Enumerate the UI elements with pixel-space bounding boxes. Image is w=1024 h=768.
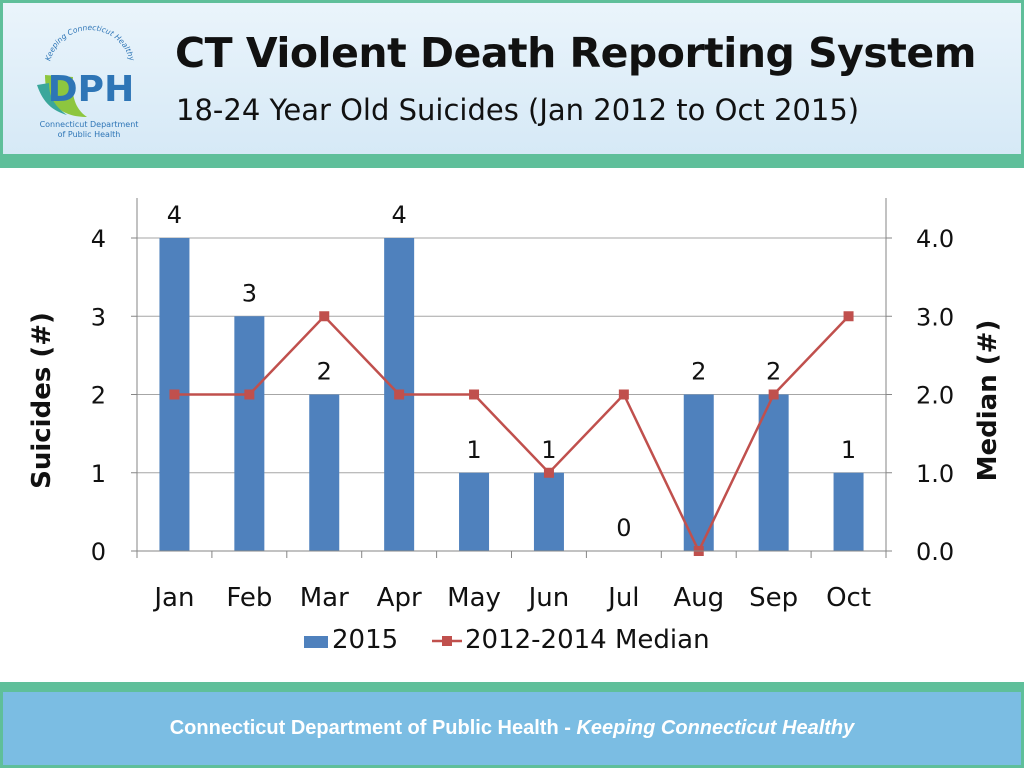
median-point (843, 311, 854, 322)
bar-data-label: 2 (766, 358, 781, 386)
median-point (244, 389, 255, 400)
x-tick-label: May (447, 583, 501, 613)
x-tick-label: Jun (527, 583, 570, 613)
x-tick-label: Sep (749, 583, 798, 613)
bar (833, 472, 864, 551)
page-subtitle: 18-24 Year Old Suicides (Jan 2012 to Oct… (176, 93, 860, 127)
bar-data-label: 3 (242, 279, 257, 307)
logo-name-line2: of Public Health (58, 130, 121, 139)
legend-label-bars: 2015 (332, 625, 398, 655)
bar-data-label: 0 (616, 514, 631, 542)
median-point (618, 389, 629, 400)
footer-text: Connecticut Department of Public Health … (170, 717, 855, 740)
y-tick-label: 2 (91, 382, 106, 410)
bar-data-label: 2 (691, 358, 706, 386)
chart: 0 1 2 3 4 0.0 1.0 2.0 3.0 4.0 Jan Feb Mar Apr May Jun Ju… (0, 168, 1024, 680)
bar (309, 394, 340, 551)
x-tick-label: Oct (826, 583, 871, 613)
y-tick-label: 0 (91, 538, 106, 566)
median-point (469, 389, 480, 400)
x-tick-label: Jan (152, 583, 194, 613)
median-point (394, 389, 405, 400)
median-point (319, 311, 330, 322)
bar (533, 472, 564, 551)
y-tick-label: 1 (91, 460, 106, 488)
legend-marker-line (442, 636, 452, 646)
y2-tick-label: 4.0 (916, 225, 954, 253)
y2-axis-title: Median (#) (973, 320, 1003, 482)
legend-label-line: 2012-2014 Median (465, 625, 710, 655)
header-divider (0, 154, 1024, 168)
x-tick-label: Feb (226, 583, 272, 613)
bar (459, 472, 490, 551)
bar-data-label: 4 (167, 201, 182, 229)
footer-separator: - (558, 717, 577, 739)
logo-abbrev: DPH (48, 69, 134, 110)
x-tick-label: Jul (606, 583, 639, 613)
y2-tick-label: 3.0 (916, 303, 954, 331)
logo-arc-text: Keeping Connecticut Healthy (43, 25, 136, 63)
logo-name-line1: Connecticut Department (40, 120, 139, 129)
bar-data-label: 2 (317, 358, 332, 386)
x-tick-label: Mar (300, 583, 349, 613)
y-tick-label: 3 (91, 303, 106, 331)
bar-data-label: 1 (541, 436, 556, 464)
footer-divider (0, 682, 1024, 692)
footer-org: Connecticut Department of Public Health (169, 717, 559, 739)
median-point (169, 389, 180, 400)
median-point (768, 389, 779, 400)
y2-tick-label: 0.0 (916, 538, 954, 566)
legend-swatch-bars (304, 636, 328, 648)
header: Keeping Connecticut Healthy DPH Connecti… (0, 0, 1024, 168)
page-title: CT Violent Death Reporting System (175, 29, 976, 77)
y-axis-title: Suicides (#) (27, 312, 57, 489)
dph-logo: Keeping Connecticut Healthy DPH Connecti… (37, 25, 139, 139)
bar (683, 394, 714, 551)
bar (234, 316, 265, 551)
bar-data-label: 1 (841, 436, 856, 464)
bar (758, 394, 789, 551)
chart-svg: 0 1 2 3 4 0.0 1.0 2.0 3.0 4.0 Jan Feb Mar Apr May Jun Ju… (27, 198, 1003, 655)
bar-data-label: 1 (466, 436, 481, 464)
x-tick-label: Aug (673, 583, 724, 613)
x-tick-label: Apr (377, 583, 422, 613)
bar-data-label: 4 (392, 201, 407, 229)
y2-tick-label: 2.0 (916, 382, 954, 410)
y2-tick-label: 1.0 (916, 460, 954, 488)
svg-text:Keeping Connecticut Healthy: Keeping Connecticut Healthy (43, 25, 136, 63)
median-point (543, 467, 554, 478)
y-tick-label: 4 (91, 225, 106, 253)
footer-tagline: Keeping Connecticut Healthy (576, 717, 855, 739)
footer: Connecticut Department of Public Health … (0, 692, 1024, 768)
median-line (174, 314, 850, 554)
